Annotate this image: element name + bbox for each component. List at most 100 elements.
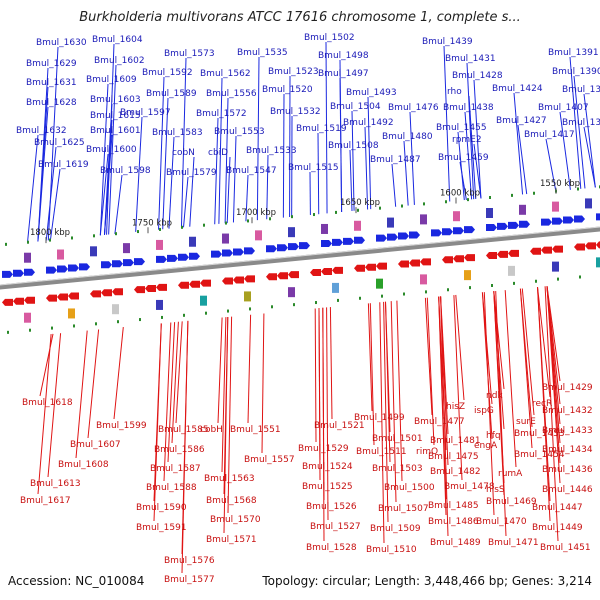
forward-gene-label[interactable]: Bmul_1391 [548,48,599,58]
forward-gene-arrow[interactable] [233,248,244,256]
reverse-gene-arrow[interactable] [222,277,233,285]
reverse-gene-label[interactable]: Bmul_1510 [366,545,417,555]
reverse-gene-label[interactable]: Bmul_1436 [542,465,593,475]
forward-gene-label[interactable]: Bmul_1431 [445,54,496,64]
reverse-gene-label[interactable]: Bmul_1503 [372,464,423,474]
reverse-gene-label[interactable]: Bmul_1511 [356,447,407,457]
reverse-gene-arrow[interactable] [101,289,112,297]
forward-gene-arrow[interactable] [211,250,222,258]
reverse-gene-label[interactable]: Bmul_1524 [302,462,353,472]
forward-gene-arrow[interactable] [508,221,519,229]
reverse-gene-arrow[interactable] [497,250,508,258]
reverse-gene-label[interactable]: Bmul_1447 [532,503,583,513]
forward-gene-arrow[interactable] [497,222,508,230]
reverse-gene-label[interactable]: Bmul_1577 [164,575,215,585]
forward-gene-label[interactable]: Bmul_1502 [304,33,355,43]
reverse-gene-label[interactable]: Bmul_1509 [370,524,421,534]
reverse-gene-label[interactable]: hisZ [446,402,465,412]
reverse-gene-arrow[interactable] [244,275,255,283]
forward-gene-arrow[interactable] [244,247,255,255]
forward-gene-arrow[interactable] [343,237,354,245]
reverse-gene-label[interactable]: Bmul_1469 [486,497,537,507]
forward-gene-arrow[interactable] [552,217,563,225]
reverse-gene-label[interactable]: Bmul_1471 [488,538,539,548]
forward-gene-label[interactable]: Bmul_1497 [318,69,369,79]
forward-gene-arrow[interactable] [101,261,112,269]
forward-gene-label[interactable]: Bmul_1498 [318,51,369,61]
forward-gene-label[interactable]: Bmul_1600 [86,145,137,155]
reverse-gene-label[interactable]: hisS [486,485,505,495]
reverse-gene-arrow[interactable] [376,262,387,270]
reverse-gene-arrow[interactable] [178,281,189,289]
forward-gene-label[interactable]: Bmul_1619 [38,160,89,170]
forward-gene-arrow[interactable] [376,234,387,242]
reverse-gene-arrow[interactable] [321,267,332,275]
reverse-gene-label[interactable]: Bmul_1607 [70,440,121,450]
forward-gene-label[interactable]: Bmul_1589 [146,89,197,99]
reverse-gene-label[interactable]: ndk [486,391,503,401]
forward-gene-arrow[interactable] [387,233,398,241]
reverse-gene-arrow[interactable] [233,276,244,284]
forward-gene-arrow[interactable] [574,215,585,223]
forward-gene-label[interactable]: Bmul_1389 [562,85,600,95]
reverse-gene-label[interactable]: Bmul_1499 [354,413,405,423]
reverse-gene-arrow[interactable] [420,258,431,266]
reverse-gene-label[interactable]: ispG [474,406,494,416]
reverse-gene-arrow[interactable] [530,247,541,255]
reverse-gene-label[interactable]: Bmul_1590 [136,503,187,513]
forward-gene-arrow[interactable] [442,228,453,236]
forward-gene-arrow[interactable] [189,252,200,260]
reverse-gene-label[interactable]: Bmul_1527 [310,522,361,532]
forward-gene-arrow[interactable] [2,270,13,278]
forward-gene-label[interactable]: cbiD [208,148,228,158]
forward-gene-arrow[interactable] [13,269,24,277]
forward-gene-arrow[interactable] [431,229,442,237]
reverse-gene-label[interactable]: Bmul_1588 [146,483,197,493]
reverse-gene-arrow[interactable] [277,272,288,280]
forward-gene-arrow[interactable] [156,255,167,263]
forward-gene-arrow[interactable] [57,265,68,273]
forward-gene-arrow[interactable] [167,254,178,262]
forward-gene-label[interactable]: Bmul_1553 [214,127,265,137]
forward-gene-arrow[interactable] [354,236,365,244]
forward-gene-label[interactable]: Bmul_1573 [164,49,215,59]
reverse-gene-label[interactable]: Bmul_1521 [314,421,365,431]
reverse-gene-arrow[interactable] [398,260,409,268]
reverse-gene-label[interactable]: Bmul_1568 [206,496,257,506]
forward-gene-arrow[interactable] [134,258,145,266]
forward-gene-label[interactable]: Bmul_1396 [562,118,600,128]
reverse-gene-label[interactable]: rumA [498,469,523,479]
reverse-gene-arrow[interactable] [596,241,600,249]
forward-gene-label[interactable]: Bmul_1523 [268,67,319,77]
forward-gene-label[interactable]: Bmul_1535 [237,48,288,58]
reverse-gene-arrow[interactable] [332,266,343,274]
reverse-gene-label[interactable]: hfq [486,431,501,441]
reverse-gene-label[interactable]: Bmul_1470 [476,517,527,527]
forward-gene-label[interactable]: rpmE2 [452,135,482,145]
forward-gene-arrow[interactable] [398,232,409,240]
forward-gene-label[interactable]: Bmul_1417 [524,130,575,140]
forward-gene-arrow[interactable] [563,216,574,224]
reverse-gene-label[interactable]: Bmul_1486 [428,517,479,527]
forward-gene-label[interactable]: Bmul_1455 [436,123,487,133]
forward-gene-label[interactable]: Bmul_1459 [438,153,489,163]
reverse-gene-label[interactable]: Bmul_1475 [428,452,479,462]
reverse-gene-arrow[interactable] [46,294,57,302]
forward-gene-label[interactable]: Bmul_1515 [288,163,339,173]
forward-gene-arrow[interactable] [332,238,343,246]
reverse-gene-label[interactable]: Bmul_1599 [96,421,147,431]
reverse-gene-label[interactable]: Bmul_1482 [430,467,481,477]
forward-gene-label[interactable]: Bmul_1533 [246,146,297,156]
reverse-gene-label[interactable]: Bmul_1478 [444,482,495,492]
forward-gene-label[interactable]: Bmul_1519 [296,124,347,134]
forward-gene-label[interactable]: Bmul_1532 [270,107,321,117]
reverse-gene-label[interactable]: Bmul_1451 [540,543,591,553]
forward-gene-label[interactable]: cobN [172,148,195,158]
forward-gene-label[interactable]: Bmul_1487 [370,155,421,165]
forward-gene-label[interactable]: Bmul_1628 [26,98,77,108]
reverse-gene-label[interactable]: Bmul_1585 [158,425,209,435]
forward-gene-arrow[interactable] [222,249,233,257]
forward-gene-label[interactable]: Bmul_1632 [16,126,67,136]
reverse-gene-arrow[interactable] [156,283,167,291]
forward-gene-label[interactable]: Bmul_1629 [26,59,77,69]
